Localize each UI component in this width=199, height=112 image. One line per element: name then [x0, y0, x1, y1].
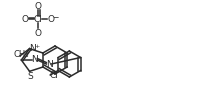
- Text: +: +: [34, 43, 40, 48]
- Text: O: O: [48, 15, 55, 24]
- Text: N: N: [46, 59, 53, 68]
- Text: CH₃: CH₃: [13, 50, 29, 58]
- Text: N: N: [31, 55, 38, 63]
- Text: O: O: [34, 29, 42, 38]
- Text: Cl: Cl: [50, 71, 59, 80]
- Text: −: −: [52, 13, 59, 22]
- Text: S: S: [27, 71, 33, 80]
- Text: N: N: [29, 44, 36, 53]
- Text: Cl: Cl: [34, 15, 42, 24]
- Text: O: O: [21, 15, 28, 24]
- Text: O: O: [34, 2, 42, 11]
